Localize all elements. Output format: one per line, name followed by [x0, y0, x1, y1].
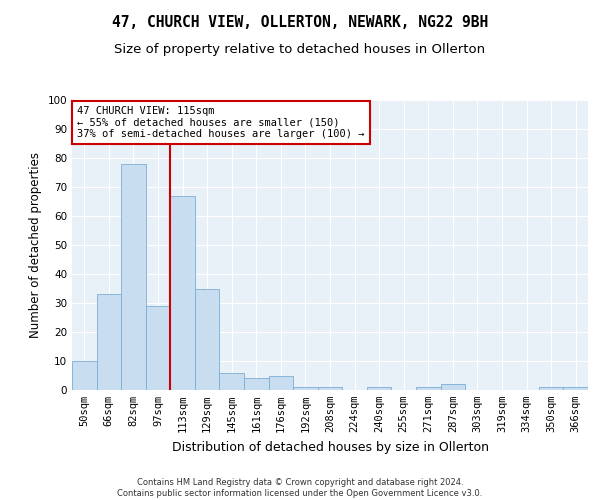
Bar	[539, 387, 563, 390]
Bar	[416, 387, 440, 390]
Bar	[195, 288, 220, 390]
Bar	[97, 294, 121, 390]
Bar	[244, 378, 269, 390]
Bar	[146, 306, 170, 390]
Bar	[318, 387, 342, 390]
Bar	[269, 376, 293, 390]
Text: 47 CHURCH VIEW: 115sqm
← 55% of detached houses are smaller (150)
37% of semi-de: 47 CHURCH VIEW: 115sqm ← 55% of detached…	[77, 106, 365, 139]
Bar	[220, 372, 244, 390]
Bar	[367, 387, 391, 390]
Text: Contains HM Land Registry data © Crown copyright and database right 2024.
Contai: Contains HM Land Registry data © Crown c…	[118, 478, 482, 498]
Bar	[121, 164, 146, 390]
Bar	[170, 196, 195, 390]
Bar	[563, 387, 588, 390]
Bar	[72, 361, 97, 390]
Bar	[440, 384, 465, 390]
X-axis label: Distribution of detached houses by size in Ollerton: Distribution of detached houses by size …	[172, 440, 488, 454]
Text: 47, CHURCH VIEW, OLLERTON, NEWARK, NG22 9BH: 47, CHURCH VIEW, OLLERTON, NEWARK, NG22 …	[112, 15, 488, 30]
Y-axis label: Number of detached properties: Number of detached properties	[29, 152, 42, 338]
Text: Size of property relative to detached houses in Ollerton: Size of property relative to detached ho…	[115, 42, 485, 56]
Bar	[293, 387, 318, 390]
